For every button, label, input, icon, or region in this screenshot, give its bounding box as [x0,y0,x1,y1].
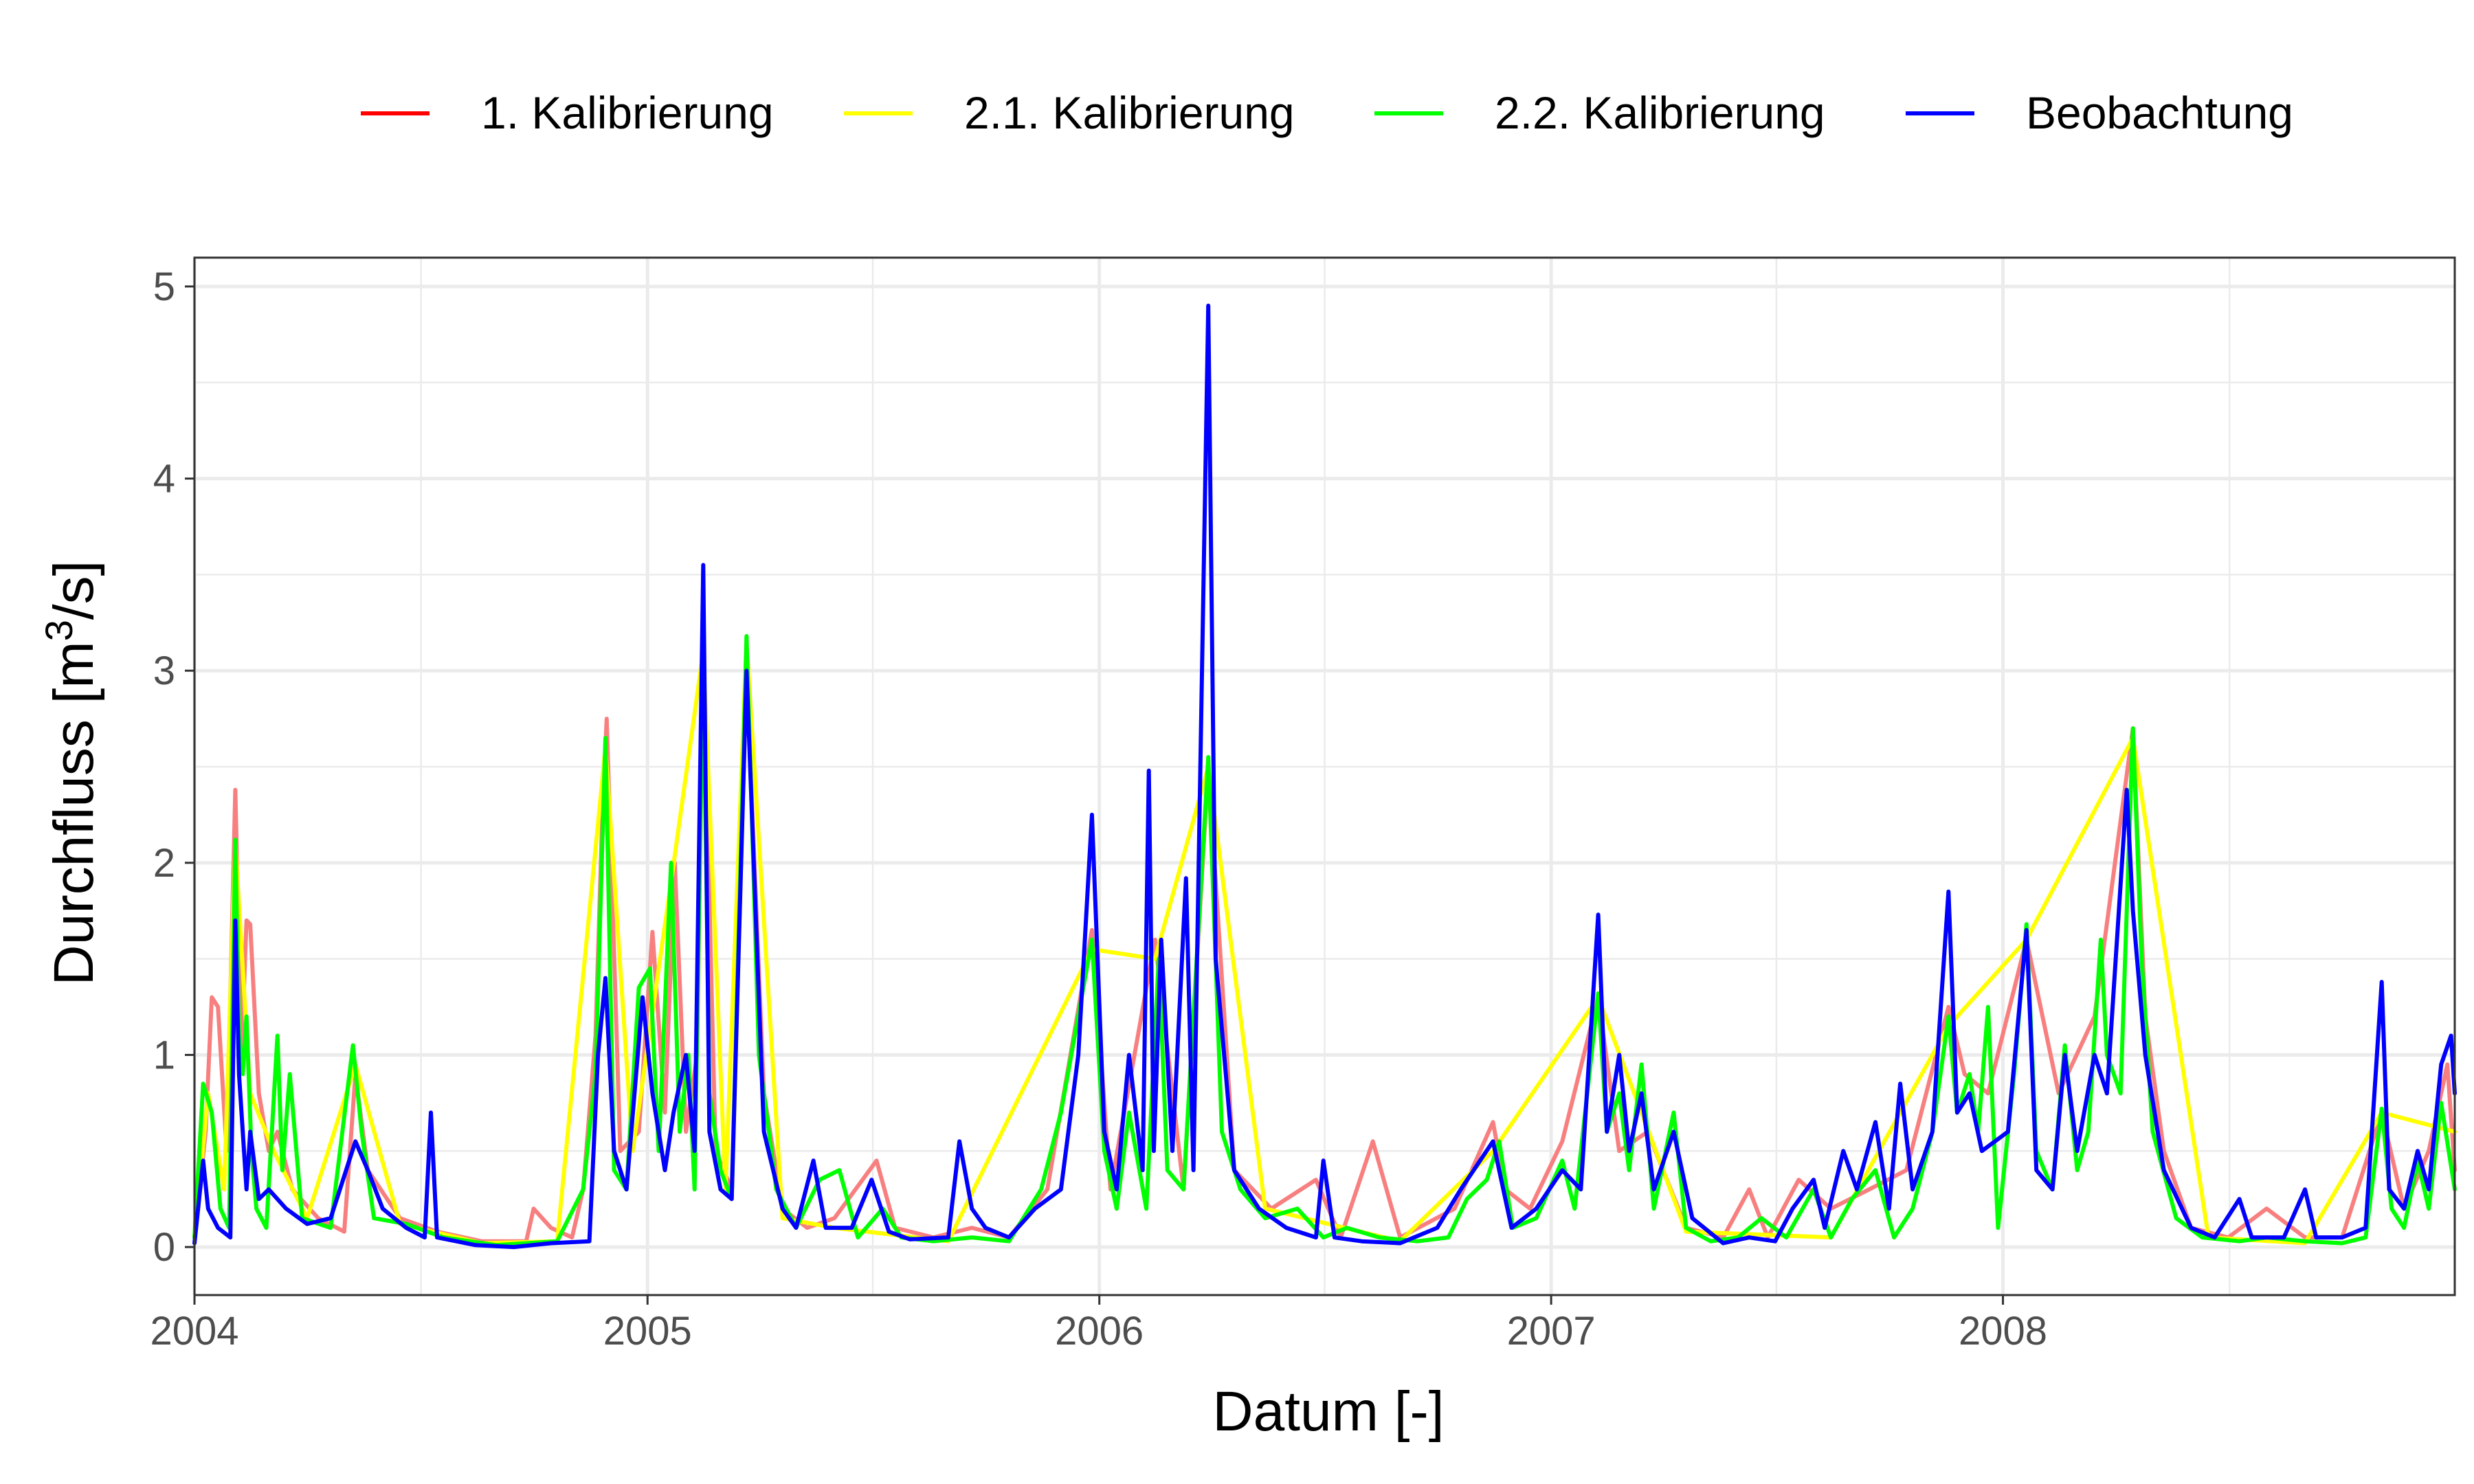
y-tick-label: 2 [153,841,175,886]
y-axis-title: Durchfluss [m3/s] [37,561,105,986]
series-group [192,303,2457,1250]
y-tick-label: 5 [153,265,175,309]
y-tick-label: 4 [153,457,175,502]
axes: 0 1 2 3 4 5 2004 2005 2006 2007 2008 [150,265,2047,1353]
legend-label-1: 1. Kalibrierung [481,87,774,138]
legend-label-4: Beobachtung [2026,87,2293,138]
x-tick-label: 2005 [603,1309,692,1353]
legend-label-3: 2.2. Kalibrierung [1495,87,1825,138]
y-tick-label: 3 [153,649,175,693]
series-line-beobachtung [192,303,2457,1250]
x-axis-title: Datum [-] [1212,1380,1444,1443]
x-tick-label: 2007 [1507,1309,1596,1353]
x-tick-label: 2006 [1055,1309,1144,1353]
grid [192,258,2455,1295]
x-tick-label: 2004 [150,1309,238,1353]
x-tick-label: 2008 [1959,1309,2047,1353]
panel-border [193,256,2456,1296]
y-tick-label: 1 [153,1033,175,1077]
plot-border [193,256,2456,1296]
y-axis-title-main: Durchfluss [m [43,641,105,985]
legend-label-2: 2.1. Kalibrierung [964,87,1295,138]
y-axis-title-superscript: 3 [37,620,80,641]
y-tick-label: 0 [153,1225,175,1270]
legend: 1. Kalibrierung 2.1. Kalibrierung 2.2. Kal… [361,87,2293,138]
y-axis-title-tail: /s] [43,561,105,620]
